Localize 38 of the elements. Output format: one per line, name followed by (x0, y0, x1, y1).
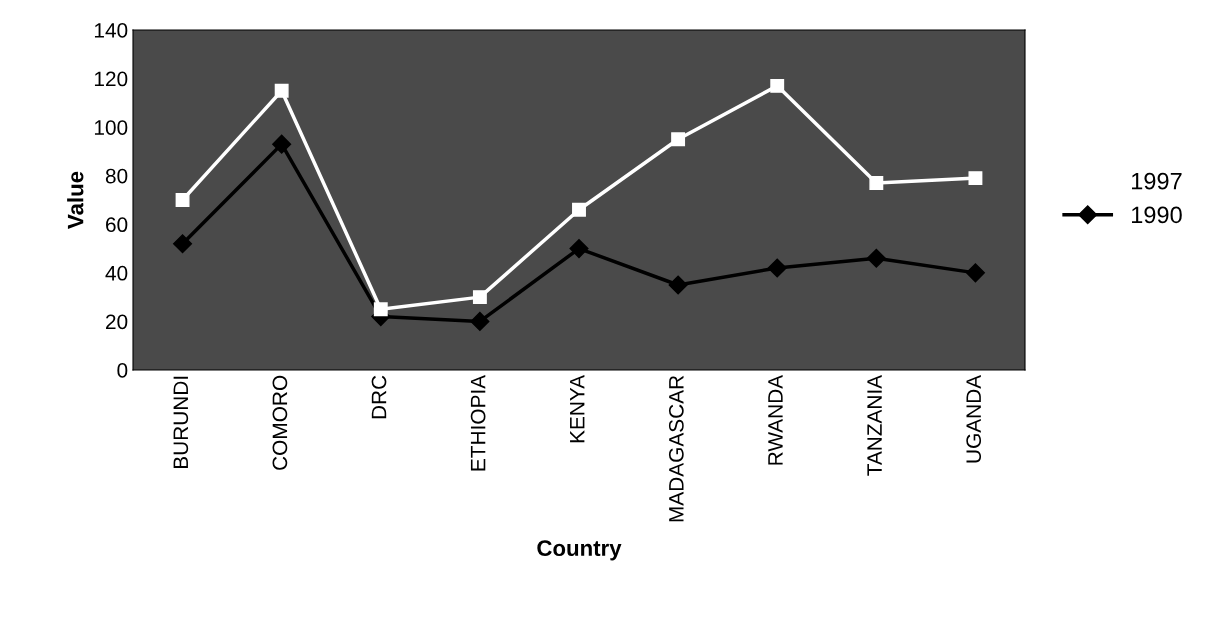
point (866, 248, 886, 268)
point (869, 176, 884, 190)
point (173, 234, 193, 254)
y-tick-label: 20 (106, 314, 128, 330)
point (965, 263, 985, 283)
point (767, 258, 787, 278)
point (274, 83, 289, 98)
x-tick-label: COMORO (272, 375, 288, 470)
y-tick-label: 100 (94, 120, 128, 135)
y-axis-title: Value (67, 171, 84, 229)
point (671, 132, 686, 147)
x-tick-label: TANZANIA (867, 374, 882, 476)
x-tick-label: MADAGASCAR (668, 375, 684, 522)
y-tick-label: 0 (117, 363, 128, 378)
x-tick-label: DRC (371, 375, 387, 419)
x-tick-label: ETHIOPIA (470, 374, 486, 471)
y-tick-label: 60 (106, 217, 128, 233)
y-tick-label: 120 (94, 71, 128, 87)
point (572, 202, 586, 217)
x-tick-label: UGANDA (966, 374, 982, 463)
x-tick-label: KENYA (570, 374, 585, 443)
point (668, 275, 688, 295)
point (373, 302, 388, 317)
point (472, 290, 487, 305)
text: 1997 (1132, 172, 1182, 190)
x-tick-label: RWANDA (768, 374, 783, 465)
y-tick-label: 140 (94, 23, 128, 38)
point (470, 311, 490, 331)
x-axis-title: Country (537, 540, 622, 561)
point (569, 239, 589, 259)
x-tick-label: BURUNDI (173, 376, 189, 469)
legend-label: 1990 (1132, 206, 1182, 224)
y-tick-label: 80 (105, 168, 128, 184)
point (968, 171, 983, 186)
point (272, 134, 292, 154)
point (175, 193, 190, 207)
point (770, 78, 785, 93)
y-tick-label: 40 (105, 265, 128, 281)
